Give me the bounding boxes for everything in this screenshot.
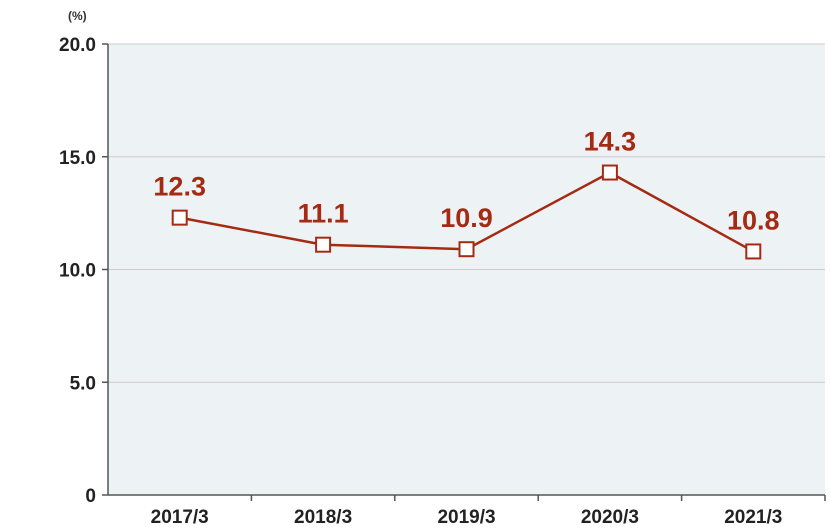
data-label: 10.8 bbox=[727, 205, 780, 235]
data-point-marker bbox=[315, 236, 332, 253]
data-label: 10.9 bbox=[440, 203, 493, 233]
x-tick-label: 2018/3 bbox=[294, 507, 352, 528]
data-label: 14.3 bbox=[584, 127, 637, 157]
y-tick-label: 5.0 bbox=[70, 373, 96, 394]
data-point-marker bbox=[171, 209, 188, 226]
data-labels: 12.3 11.1 10.9 14.3 10.8 bbox=[153, 127, 779, 236]
x-tick-label: 2019/3 bbox=[437, 507, 495, 528]
data-point-marker bbox=[458, 241, 475, 258]
y-tick-label: 0 bbox=[85, 486, 96, 507]
data-point-marker bbox=[745, 243, 762, 260]
x-tick-label: 2017/3 bbox=[151, 507, 209, 528]
y-axis-ticks: 0 5.0 10.0 15.0 20.0 bbox=[59, 35, 108, 507]
y-tick-label: 10.0 bbox=[59, 261, 96, 282]
series-line-group bbox=[171, 164, 762, 260]
data-label: 11.1 bbox=[298, 199, 349, 229]
x-axis-ticks: 2017/3 2018/3 2019/3 2020/3 2021/3 bbox=[151, 495, 826, 528]
y-tick-label: 20.0 bbox=[59, 35, 96, 56]
x-tick-label: 2020/3 bbox=[581, 507, 639, 528]
x-tick-label: 2021/3 bbox=[724, 507, 782, 528]
gridlines bbox=[108, 43, 825, 383]
data-label: 12.3 bbox=[153, 172, 206, 202]
data-point-marker bbox=[601, 164, 618, 181]
y-tick-label: 15.0 bbox=[59, 148, 96, 169]
y-unit-label: (%) bbox=[68, 9, 87, 23]
